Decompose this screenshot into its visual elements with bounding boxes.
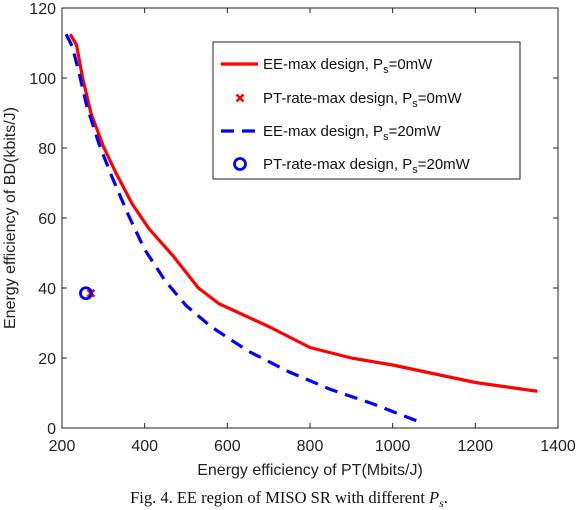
y-tick-label: 100 — [29, 71, 56, 88]
y-tick-label: 60 — [38, 211, 56, 228]
legend-box — [212, 41, 521, 180]
x-tick-label: 1000 — [375, 438, 411, 455]
x-tick-label: 400 — [131, 438, 158, 455]
legend-key-x — [235, 93, 245, 103]
x-tick-label: 200 — [49, 438, 76, 455]
y-tick-label: 20 — [38, 351, 56, 368]
caption-text: Fig. 4. EE region of MISO SR with differ… — [130, 488, 429, 507]
caption-math-sub: s — [439, 496, 444, 510]
x-axis-label: Energy efficiency of PT(Mbits/J) — [197, 462, 423, 479]
circle-marker-point — [79, 286, 93, 301]
x-tick-label: 800 — [297, 438, 324, 455]
caption-math: P — [428, 488, 439, 507]
legend-label: EE-max design, Ps=20mW — [263, 123, 442, 143]
legend-label: EE-max design, Ps=0mW — [263, 56, 433, 76]
y-axis-label: Energy efficiency of BD(kbits/J) — [2, 107, 19, 329]
legend: EE-max design, Ps=0mW PT-rate-max design,… — [212, 41, 521, 180]
caption-end: . — [444, 488, 448, 507]
legend-label: PT-rate-max design, Ps=20mW — [263, 156, 471, 176]
series-layer — [64, 33, 538, 425]
legend-key-circle — [233, 157, 247, 171]
axis-ticks: 200 400 600 800 1000 1200 1400 0 20 40 60 80 100 120 — [29, 1, 576, 455]
figure-caption: Fig. 4. EE region of MISO SR with differ… — [130, 488, 448, 510]
x-tick-label: 600 — [214, 438, 241, 455]
y-tick-label: 120 — [29, 1, 56, 18]
x-tick-label: 1200 — [458, 438, 494, 455]
legend-label: PT-rate-max design, Ps=0mW — [263, 90, 462, 110]
series-line-3 — [64, 33, 423, 425]
y-tick-label: 0 — [47, 421, 56, 438]
x-tick-label: 1400 — [540, 438, 576, 455]
y-tick-label: 40 — [38, 281, 56, 298]
y-tick-label: 80 — [38, 141, 56, 158]
series-line-1 — [68, 33, 538, 393]
